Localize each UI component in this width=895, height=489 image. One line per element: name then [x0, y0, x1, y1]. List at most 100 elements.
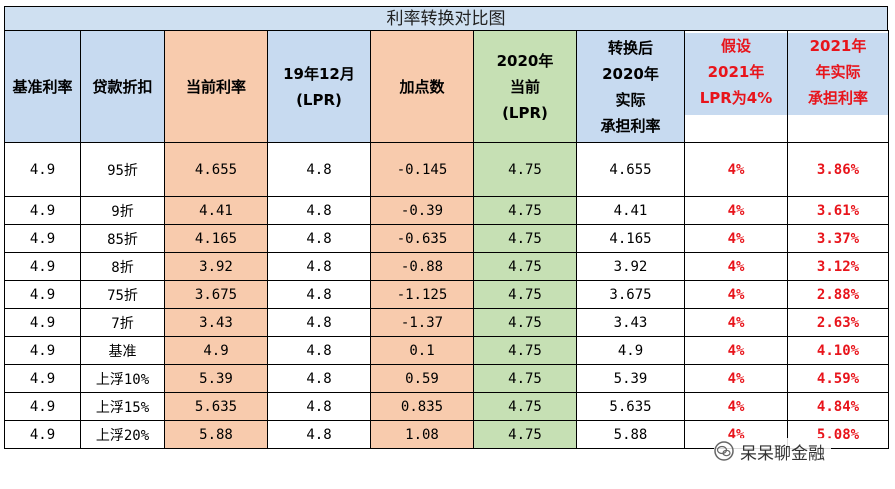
watermark: 呆呆聊金融 [714, 438, 831, 464]
cell-discount: 95折 [80, 142, 165, 197]
cell-rate-2021: 2.63% [787, 308, 889, 337]
cell-base-rate: 4.9 [4, 196, 81, 225]
header-line: 年实际 [815, 63, 861, 81]
header-converted-rate: 转换后 2020年 实际 承担利率 [576, 30, 685, 143]
cell-converted-rate: 3.675 [576, 280, 685, 309]
cell-lpr-2020: 4.75 [473, 224, 577, 253]
cell-spread: -0.88 [370, 252, 474, 281]
cell-lpr-2020: 4.75 [473, 142, 577, 197]
header-row: 基准利率 贷款折扣 当前利率 19年12月 (LPR) 加点数 2020年 当前 (L… [4, 30, 889, 143]
cell-base-rate: 4.9 [4, 142, 81, 197]
cell-spread: 1.08 [370, 420, 474, 449]
table-row: 4.9 上浮10% 5.39 4.8 0.59 4.75 5.39 4% 4.59% [4, 364, 889, 393]
cell-spread: -1.37 [370, 308, 474, 337]
cell-lpr-2019: 4.8 [267, 196, 371, 225]
cell-converted-rate: 4.9 [576, 336, 685, 365]
cell-spread: 0.59 [370, 364, 474, 393]
cell-base-rate: 4.9 [4, 308, 81, 337]
cell-lpr-2020: 4.75 [473, 392, 577, 421]
header-lpr-2020: 2020年 当前 (LPR) [473, 30, 577, 143]
table-body: 4.9 95折 4.655 4.8 -0.145 4.75 4.655 4% 3.86% 4.9 9… [4, 142, 889, 449]
table-row: 4.9 85折 4.165 4.8 -0.635 4.75 4.165 4% 3.37% [4, 224, 889, 253]
header-line: LPR为4% [699, 89, 773, 107]
cell-base-rate: 4.9 [4, 280, 81, 309]
cell-current-rate: 3.43 [164, 308, 268, 337]
cell-rate-2021: 2.88% [787, 280, 889, 309]
header-discount: 贷款折扣 [80, 30, 165, 143]
cell-rate-2021: 4.84% [787, 392, 889, 421]
header-base-rate: 基准利率 [4, 30, 81, 143]
cell-lpr-2021: 4% [684, 280, 788, 309]
cell-spread: -1.125 [370, 280, 474, 309]
header-line: 2020年 [496, 51, 554, 70]
cell-spread: 0.1 [370, 336, 474, 365]
table-row: 4.9 上浮20% 5.88 4.8 1.08 4.75 5.88 4% 5.08% [4, 420, 889, 449]
cell-current-rate: 5.39 [164, 364, 268, 393]
cell-lpr-2021: 4% [684, 196, 788, 225]
cell-lpr-2019: 4.8 [267, 392, 371, 421]
rate-table: 基准利率 贷款折扣 当前利率 19年12月 (LPR) 加点数 2020年 当前 (L… [4, 30, 889, 449]
cell-converted-rate: 3.92 [576, 252, 685, 281]
header-spread: 加点数 [370, 30, 474, 143]
cell-rate-2021: 3.12% [787, 252, 889, 281]
cell-rate-2021: 4.10% [787, 336, 889, 365]
cell-lpr-2021: 4% [684, 224, 788, 253]
cell-converted-rate: 5.39 [576, 364, 685, 393]
cell-current-rate: 4.165 [164, 224, 268, 253]
header-line: 当前 [509, 77, 540, 96]
table-row: 4.9 基准 4.9 4.8 0.1 4.75 4.9 4% 4.10% [4, 336, 889, 365]
cell-lpr-2021: 4% [684, 392, 788, 421]
cell-lpr-2019: 4.8 [267, 280, 371, 309]
watermark-text: 呆呆聊金融 [740, 443, 825, 464]
cell-converted-rate: 5.88 [576, 420, 685, 449]
cell-lpr-2020: 4.75 [473, 364, 577, 393]
cell-current-rate: 4.9 [164, 336, 268, 365]
cell-converted-rate: 4.655 [576, 142, 685, 197]
header-line: 基准利率 [12, 77, 73, 96]
cell-discount: 85折 [80, 224, 165, 253]
cell-rate-2021: 3.37% [787, 224, 889, 253]
cell-current-rate: 5.88 [164, 420, 268, 449]
cell-lpr-2019: 4.8 [267, 364, 371, 393]
cell-discount: 上浮20% [80, 420, 165, 449]
cell-current-rate: 3.92 [164, 252, 268, 281]
header-lpr-2021-assumed: 假设 2021年 LPR为4% [684, 30, 788, 143]
cell-lpr-2020: 4.75 [473, 280, 577, 309]
header-lpr-2019: 19年12月 (LPR) [267, 30, 371, 143]
cell-lpr-2020: 4.75 [473, 252, 577, 281]
header-line: 贷款折扣 [92, 77, 153, 96]
cell-current-rate: 3.675 [164, 280, 268, 309]
header-line: 承担利率 [600, 116, 661, 135]
sheet-title: 利率转换对比图 [4, 6, 888, 30]
cell-spread: -0.39 [370, 196, 474, 225]
cell-lpr-2021: 4% [684, 364, 788, 393]
cell-lpr-2021: 4% [684, 336, 788, 365]
cell-rate-2021: 3.86% [787, 142, 889, 197]
cell-spread: -0.635 [370, 224, 474, 253]
cell-current-rate: 4.655 [164, 142, 268, 197]
header-line: 加点数 [399, 77, 445, 96]
cell-base-rate: 4.9 [4, 420, 81, 449]
header-line: 19年12月 [283, 64, 355, 83]
cell-lpr-2019: 4.8 [267, 252, 371, 281]
cell-rate-2021: 4.59% [787, 364, 889, 393]
table-row: 4.9 8折 3.92 4.8 -0.88 4.75 3.92 4% 3.12% [4, 252, 889, 281]
table-row: 4.9 7折 3.43 4.8 -1.37 4.75 3.43 4% 2.63% [4, 308, 889, 337]
wechat-icon [714, 441, 734, 461]
cell-lpr-2020: 4.75 [473, 336, 577, 365]
cell-discount: 7折 [80, 308, 165, 337]
cell-base-rate: 4.9 [4, 336, 81, 365]
header-rate-2021: 2021年 年实际 承担利率 [787, 30, 889, 143]
header-line: 承担利率 [807, 89, 868, 107]
cell-lpr-2020: 4.75 [473, 196, 577, 225]
cell-base-rate: 4.9 [4, 392, 81, 421]
cell-discount: 75折 [80, 280, 165, 309]
cell-base-rate: 4.9 [4, 364, 81, 393]
cell-discount: 9折 [80, 196, 165, 225]
cell-rate-2021: 3.61% [787, 196, 889, 225]
header-line: 2021年 [707, 63, 765, 81]
cell-lpr-2019: 4.8 [267, 420, 371, 449]
cell-lpr-2019: 4.8 [267, 142, 371, 197]
header-line: 2020年 [602, 64, 659, 83]
cell-discount: 上浮10% [80, 364, 165, 393]
